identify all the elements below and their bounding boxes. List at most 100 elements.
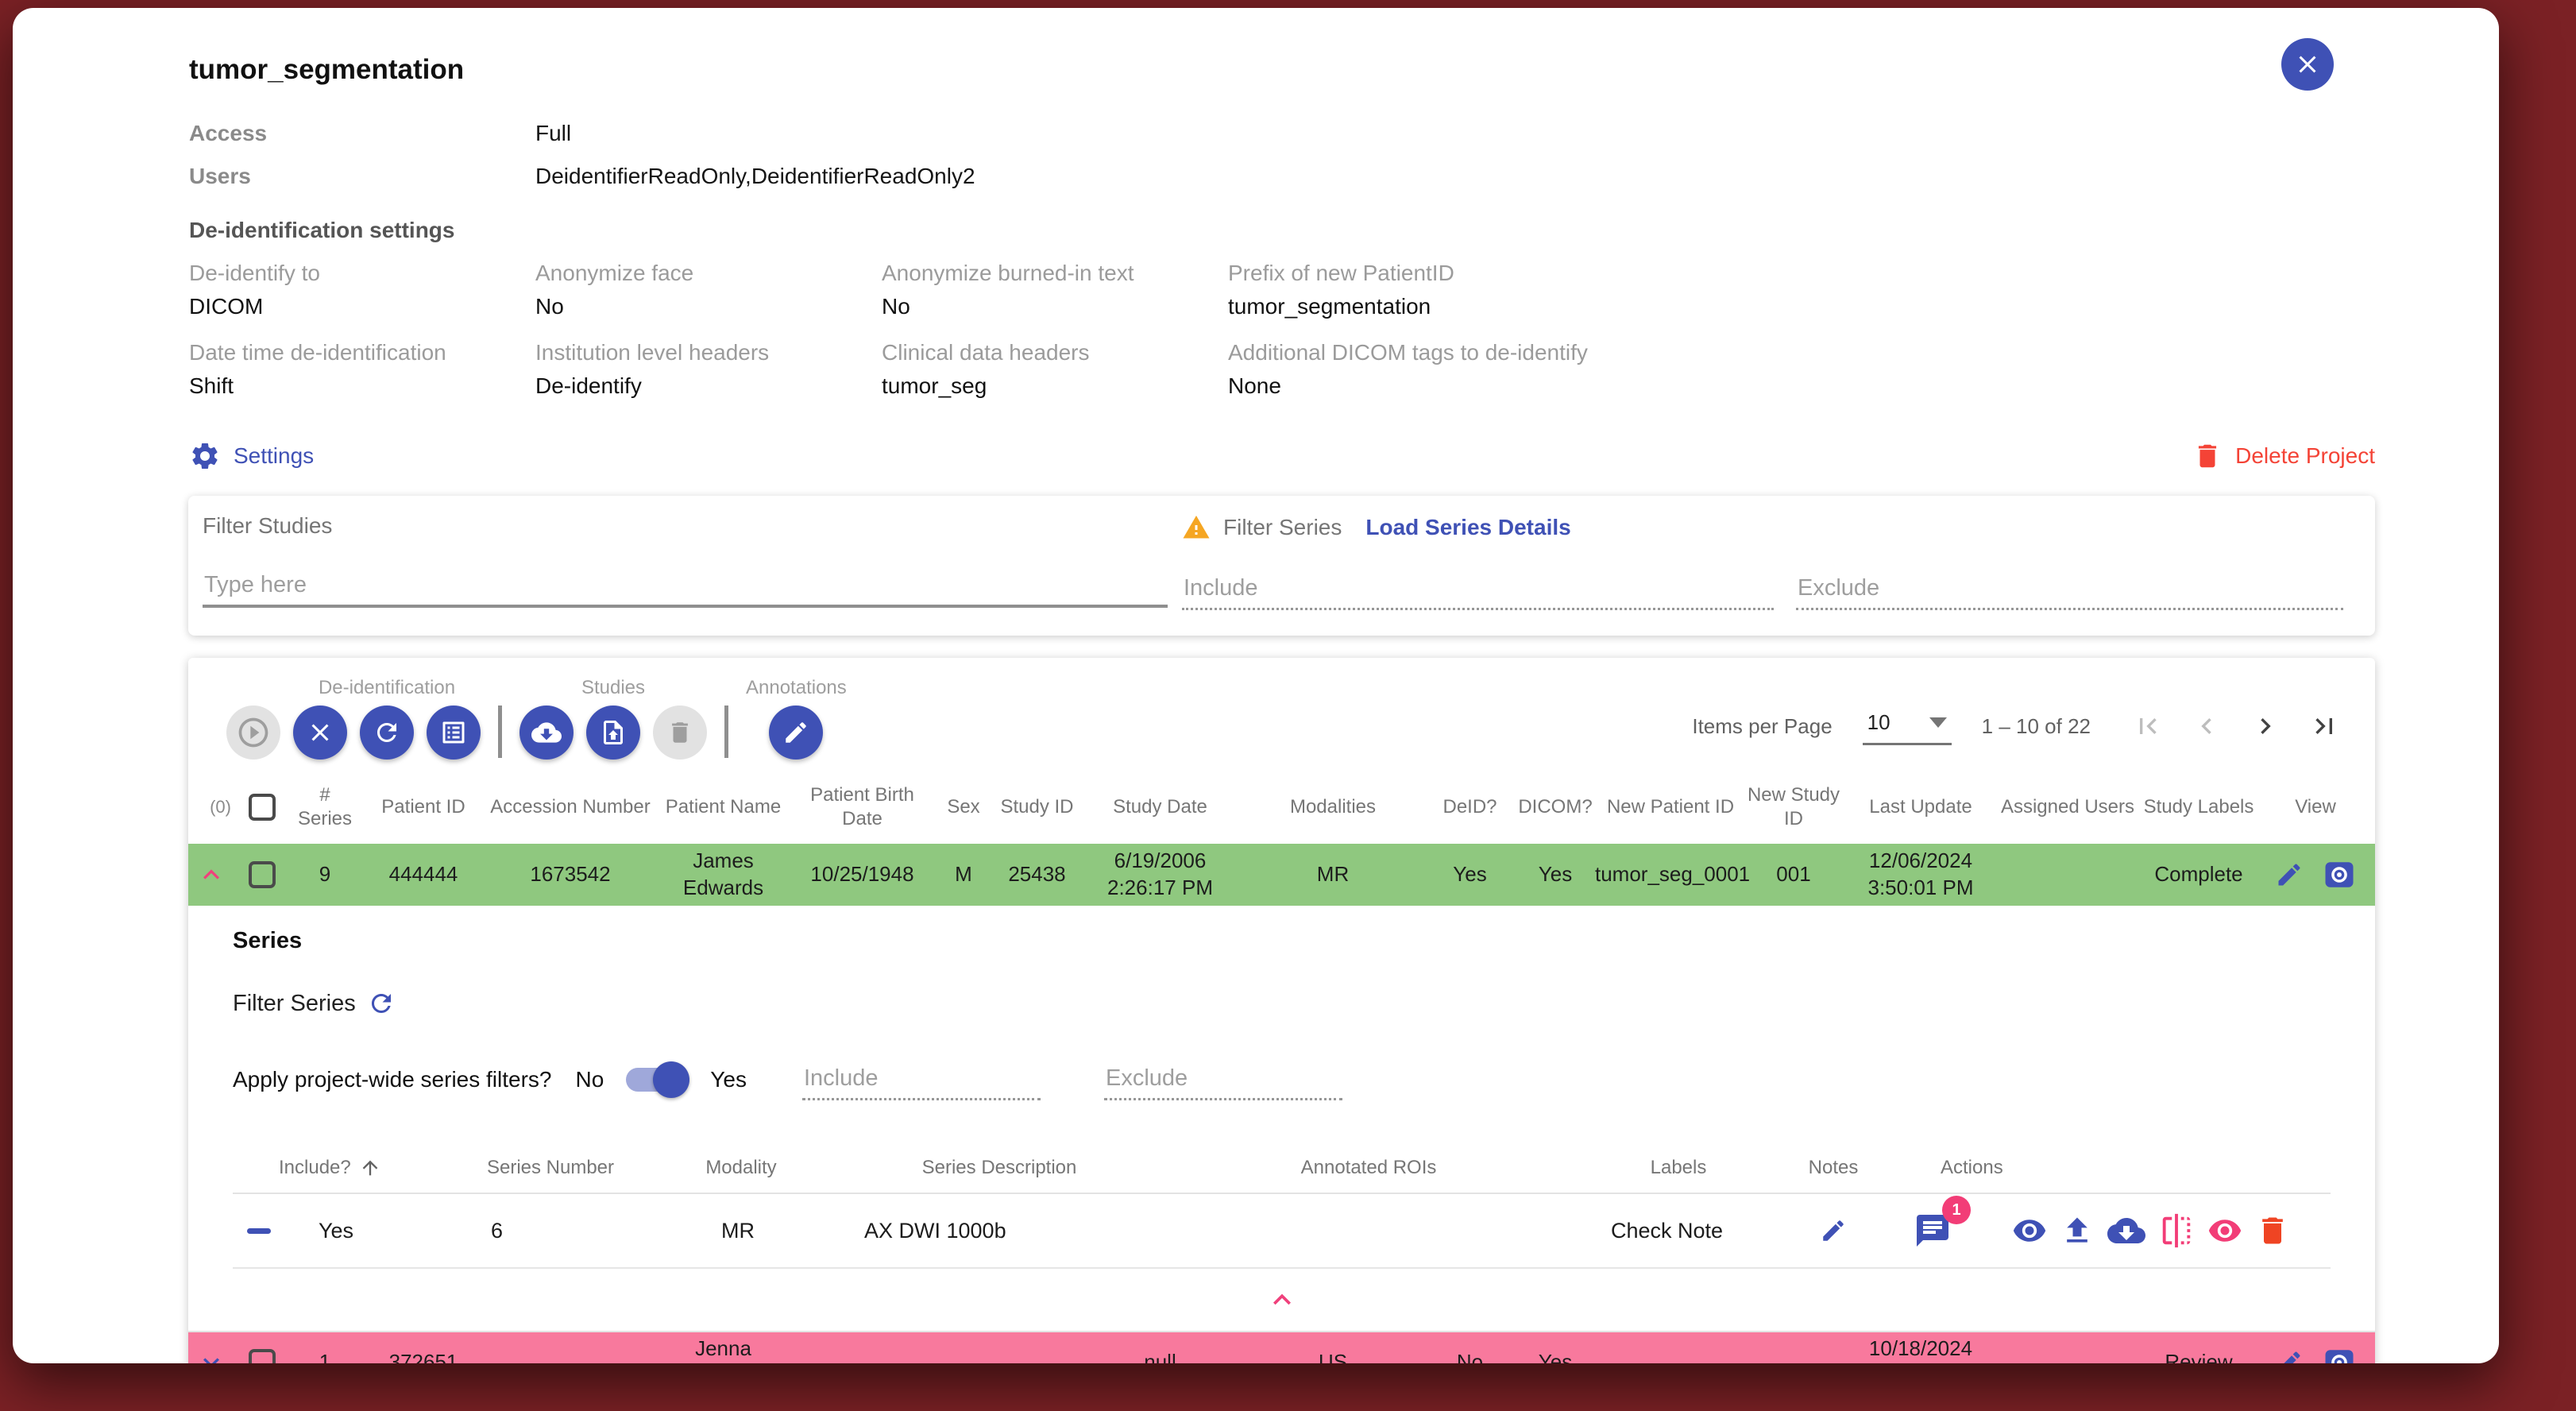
notes-button[interactable] bbox=[1914, 1212, 1952, 1250]
delete-project-label: Delete Project bbox=[2235, 443, 2375, 468]
download-series-button[interactable] bbox=[2107, 1212, 2145, 1250]
series-count-cell: 9 bbox=[319, 862, 331, 887]
series-modality-cell: MR bbox=[721, 1218, 755, 1243]
page-range-label: 1 – 10 of 22 bbox=[1981, 713, 2091, 738]
flip-icon bbox=[2162, 1213, 2191, 1248]
cancel-deidentification-button[interactable] bbox=[293, 706, 347, 760]
annotations-group-label: Annotations bbox=[746, 677, 847, 698]
deid-report-button[interactable] bbox=[427, 706, 481, 760]
users-label: Users bbox=[189, 164, 251, 188]
selected-count: (0) bbox=[210, 797, 231, 817]
deid-field: De-identify to DICOM bbox=[189, 261, 320, 319]
edit-study-button[interactable] bbox=[2275, 860, 2304, 889]
flip-compare-button[interactable] bbox=[2158, 1212, 2195, 1249]
view-study-button[interactable] bbox=[2323, 1346, 2356, 1363]
patient-id-cell: 444444 bbox=[388, 862, 458, 887]
last-page-icon bbox=[2315, 718, 2332, 734]
series-include-cell: Yes bbox=[319, 1218, 354, 1243]
close-button[interactable] bbox=[2281, 38, 2334, 91]
filter-studies-input[interactable] bbox=[203, 566, 1168, 608]
series-description-cell: AX DWI 1000b bbox=[864, 1218, 1006, 1243]
include-sort-header[interactable]: Include? bbox=[233, 1157, 447, 1179]
access-value: Full bbox=[535, 121, 572, 145]
toolbar-separator bbox=[498, 706, 502, 758]
apply-filters-toggle[interactable] bbox=[626, 1061, 690, 1098]
chevron-down-icon bbox=[203, 1358, 219, 1363]
edit-study-button[interactable] bbox=[2275, 1348, 2304, 1363]
access-label: Access bbox=[189, 121, 268, 145]
collapse-study-button[interactable] bbox=[188, 859, 234, 891]
collapse-series-button[interactable] bbox=[1265, 1282, 1300, 1317]
deid-field: Clinical data headers tumor_seg bbox=[882, 340, 1090, 398]
series-filter-exclude-input[interactable] bbox=[1103, 1059, 1342, 1100]
series-heading: Series bbox=[233, 928, 303, 953]
cloud-download-icon bbox=[531, 722, 562, 743]
upload-series-button[interactable] bbox=[2060, 1213, 2095, 1248]
studies-group-label: Studies bbox=[581, 677, 646, 698]
series-labels-cell: Check Note bbox=[1611, 1218, 1724, 1243]
study-row-collapsed[interactable]: 1 372651 Jenna Edwards null US No Yes 10… bbox=[188, 1331, 2375, 1363]
select-all-checkbox[interactable] bbox=[249, 794, 276, 821]
study-labels-cell: Review bbox=[2165, 1350, 2233, 1363]
filter-studies-label: Filter Studies bbox=[203, 513, 333, 538]
study-checkbox[interactable] bbox=[249, 861, 276, 888]
filter-series-label: Filter Series bbox=[233, 990, 356, 1016]
patient-name-cell: James Edwards bbox=[682, 849, 764, 899]
preview-series-button[interactable] bbox=[2207, 1213, 2242, 1248]
delete-series-button[interactable] bbox=[2255, 1213, 2290, 1248]
run-deidentification-button[interactable] bbox=[226, 706, 280, 760]
previous-page-button[interactable] bbox=[2191, 710, 2223, 742]
deid-field: Anonymize face No bbox=[535, 261, 694, 319]
series-row[interactable]: Yes 6 MR AX DWI 1000b Check Note bbox=[233, 1194, 2331, 1269]
deidentification-settings: De-identification settings De-identify t… bbox=[189, 218, 2499, 399]
study-row-expanded[interactable]: 9 444444 1673542 James Edwards 10/25/194… bbox=[188, 844, 2375, 906]
items-per-page-label: Items per Page bbox=[1692, 713, 1833, 738]
next-page-button[interactable] bbox=[2250, 710, 2281, 742]
sort-ascending-icon bbox=[362, 1160, 378, 1176]
items-per-page-select[interactable]: 10 bbox=[1862, 707, 1952, 745]
gear-icon bbox=[192, 443, 218, 469]
load-series-details-link[interactable]: Load Series Details bbox=[1365, 515, 1571, 539]
deid-field: Additional DICOM tags to de-identify Non… bbox=[1228, 340, 1588, 398]
expand-study-button[interactable] bbox=[188, 1347, 234, 1363]
patient-name-cell: Jenna Edwards bbox=[695, 1336, 751, 1361]
refresh-series-filter-button[interactable] bbox=[367, 989, 396, 1018]
study-checkbox[interactable] bbox=[249, 1349, 276, 1363]
preview-icon bbox=[2325, 862, 2354, 887]
notes-count-badge: 1 bbox=[1942, 1196, 1971, 1224]
first-page-button[interactable] bbox=[2132, 710, 2164, 742]
series-include-input[interactable] bbox=[1182, 569, 1774, 610]
refresh-deidentification-button[interactable] bbox=[360, 706, 414, 760]
deid-cell: No bbox=[1456, 1350, 1484, 1363]
annotate-button[interactable] bbox=[769, 706, 824, 760]
last-page-button[interactable] bbox=[2308, 710, 2340, 742]
trash-icon bbox=[2262, 1217, 2283, 1244]
eye-icon bbox=[2013, 1220, 2046, 1242]
study-date-cell: 6/19/2006 2:26:17 PM bbox=[1107, 849, 1213, 899]
download-studies-button[interactable] bbox=[519, 706, 574, 760]
series-exclude-input[interactable] bbox=[1796, 569, 2343, 610]
deid-field: Date time de-identification Shift bbox=[189, 340, 446, 398]
users-value: DeidentifierReadOnly,DeidentifierReadOnl… bbox=[535, 164, 975, 188]
delete-project-button[interactable]: Delete Project bbox=[2192, 441, 2375, 471]
delete-studies-button[interactable] bbox=[653, 706, 707, 760]
deid-group-label: De-identification bbox=[318, 677, 456, 698]
series-filter-include-input[interactable] bbox=[801, 1059, 1041, 1100]
settings-label: Settings bbox=[234, 443, 315, 468]
edit-labels-button[interactable] bbox=[1820, 1217, 1847, 1244]
last-update-cell: 12/06/2024 3:50:01 PM bbox=[1867, 849, 1974, 899]
view-study-button[interactable] bbox=[2323, 858, 2356, 891]
settings-button[interactable]: Settings bbox=[189, 440, 314, 472]
preview-icon bbox=[2325, 1350, 2354, 1363]
study-labels-cell: Complete bbox=[2154, 862, 2243, 887]
warning-icon bbox=[1183, 516, 1210, 539]
toggle-no-label: No bbox=[575, 1067, 604, 1092]
trash-icon bbox=[672, 722, 688, 743]
eye-icon bbox=[2208, 1220, 2242, 1242]
upload-studies-button[interactable] bbox=[586, 706, 640, 760]
view-series-button[interactable] bbox=[2012, 1213, 2047, 1248]
series-count-cell: 1 bbox=[319, 1350, 331, 1363]
chevron-right-icon bbox=[2261, 718, 2271, 734]
studies-table-header: (0) # Series Patient ID Accession Number… bbox=[188, 771, 2375, 844]
chevron-up-icon bbox=[1273, 1293, 1291, 1305]
